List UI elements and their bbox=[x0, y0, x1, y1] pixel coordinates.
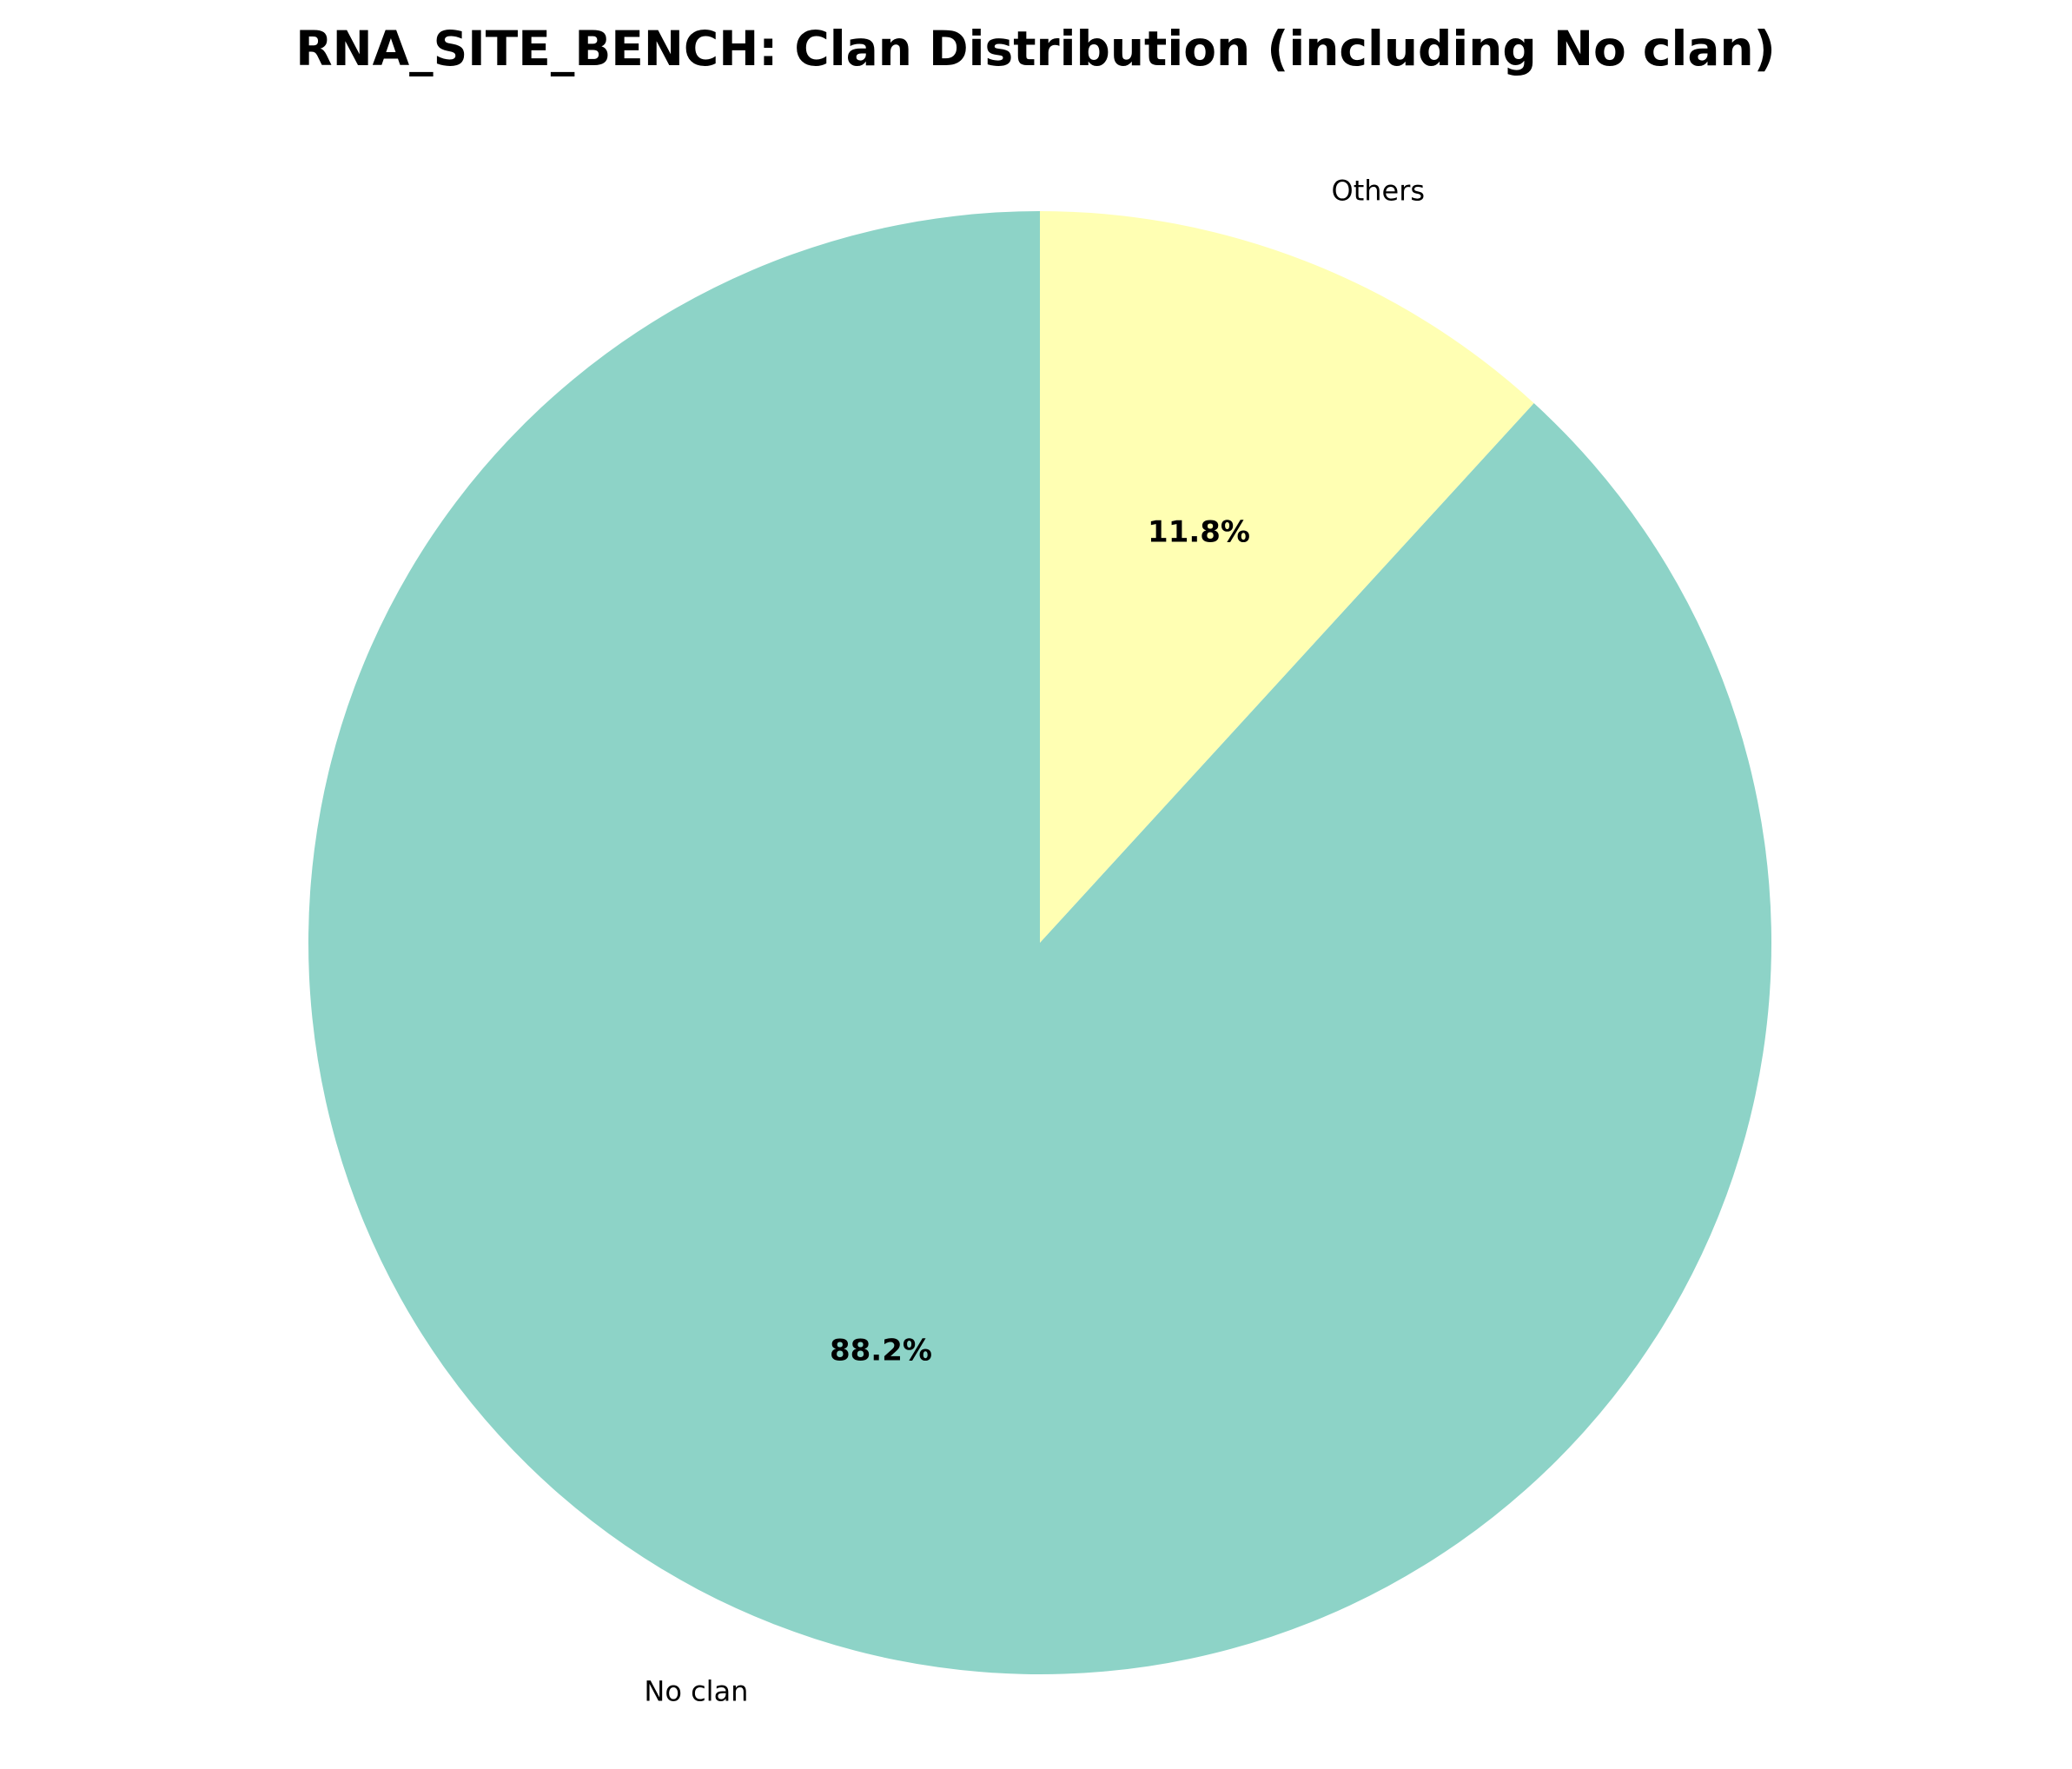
chart-title: RNA_SITE_BENCH: Clan Distribution (inclu… bbox=[295, 21, 1776, 76]
slice-label-others: Others bbox=[1332, 175, 1426, 208]
pie-labels: No clan 88.2% Others 11.8% bbox=[644, 175, 1425, 1708]
pie-slice-others bbox=[1040, 211, 1534, 943]
slice-percent-others: 11.8% bbox=[1148, 515, 1250, 550]
pie-slices bbox=[308, 211, 1771, 1675]
slice-percent-no-clan: 88.2% bbox=[830, 1333, 932, 1368]
slice-label-no-clan: No clan bbox=[644, 1674, 748, 1707]
